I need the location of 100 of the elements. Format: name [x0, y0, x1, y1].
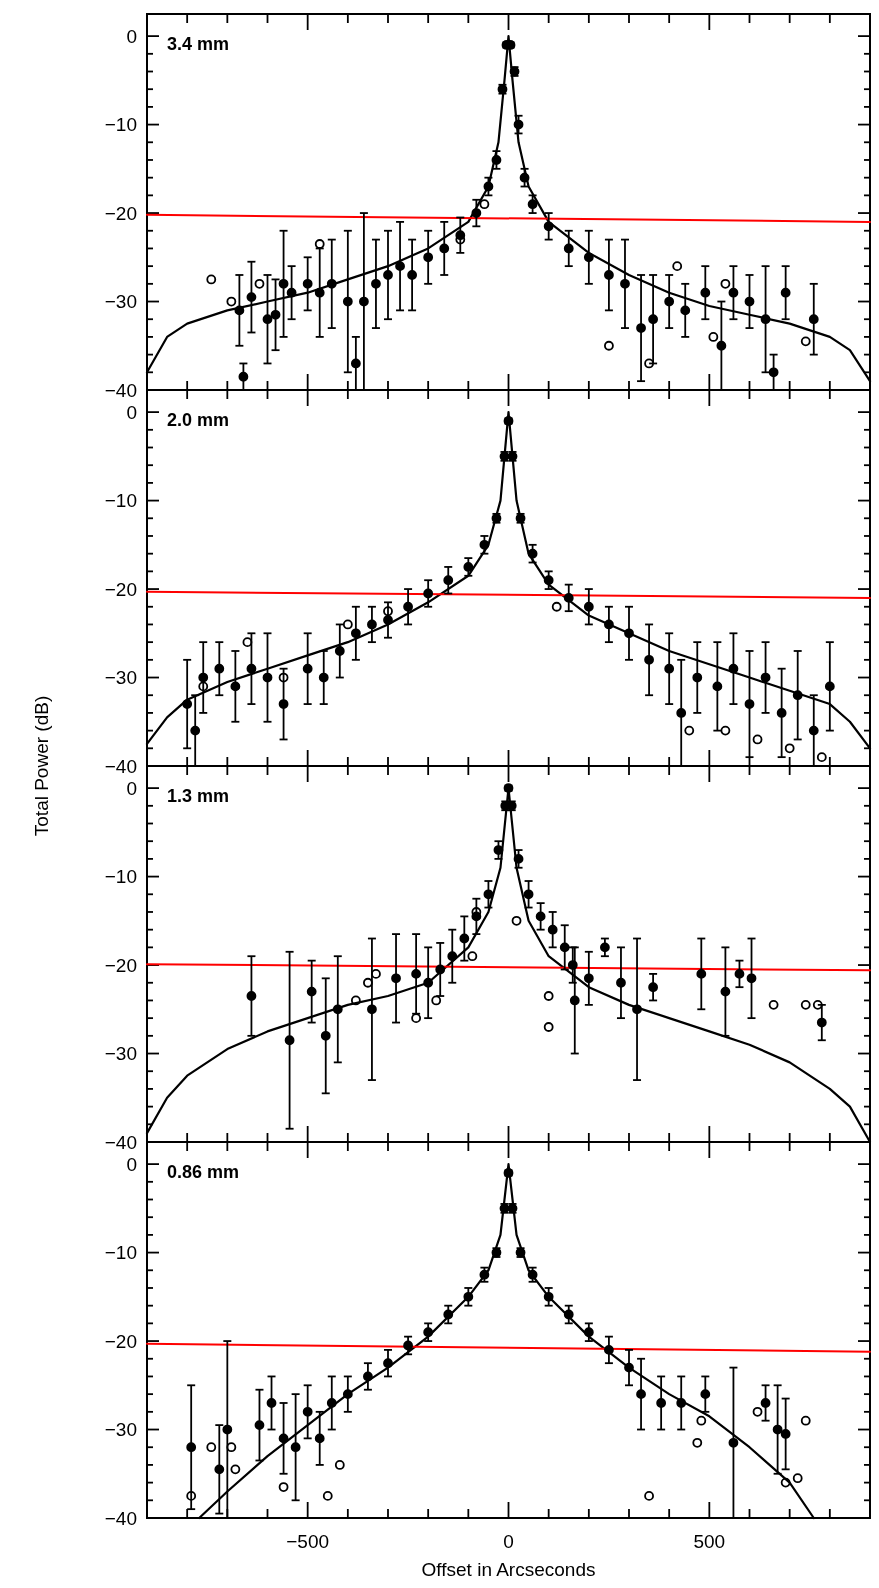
point: [772, 1424, 783, 1435]
point: [383, 615, 393, 625]
point: [800, 1415, 811, 1426]
point: [567, 960, 578, 970]
point: [435, 964, 446, 975]
point: [744, 296, 755, 307]
y-tick-label: −20: [104, 954, 137, 976]
point: [696, 1415, 707, 1426]
point: [471, 208, 482, 218]
text: 2.0 mm: [167, 410, 230, 430]
point: [692, 672, 703, 683]
point: [332, 1004, 343, 1015]
point: [230, 1464, 241, 1475]
point: [708, 332, 719, 342]
point: [423, 588, 434, 599]
point: [186, 1490, 197, 1501]
point: [604, 1345, 614, 1355]
point: [322, 1490, 333, 1501]
y-tick-label: −30: [104, 1043, 137, 1065]
point: [604, 270, 614, 280]
point: [367, 619, 377, 630]
point: [523, 889, 534, 900]
point: [254, 1420, 265, 1431]
point: [350, 358, 361, 369]
point: [664, 663, 675, 674]
point: [403, 1340, 413, 1351]
point: [527, 199, 538, 210]
point: [563, 243, 574, 254]
point: [222, 1424, 233, 1435]
point: [423, 252, 434, 263]
point: [720, 725, 731, 736]
point: [186, 1442, 197, 1453]
point: [395, 261, 405, 272]
point: [792, 690, 803, 701]
point: [350, 995, 361, 1006]
point: [391, 973, 401, 984]
point: [334, 1460, 345, 1470]
point: [768, 367, 779, 378]
point: [403, 601, 413, 612]
point: [712, 681, 723, 692]
point: [676, 708, 687, 718]
point: [644, 654, 654, 665]
point: [563, 593, 574, 603]
point: [463, 562, 474, 572]
point: [624, 628, 634, 639]
point: [290, 1442, 301, 1453]
point: [234, 305, 245, 316]
point: [198, 681, 209, 692]
point: [226, 1442, 237, 1453]
point: [214, 1464, 225, 1475]
point: [443, 1309, 454, 1320]
point: [359, 296, 369, 307]
point: [431, 995, 442, 1006]
point: [423, 1327, 434, 1338]
point: [672, 261, 683, 272]
text: 3.4 mm: [167, 34, 230, 54]
point: [644, 1490, 654, 1501]
point: [342, 619, 353, 630]
point: [262, 314, 273, 325]
y-tick-label: −40: [104, 1131, 137, 1153]
y-tick-label: 0: [126, 401, 137, 423]
point: [302, 1406, 313, 1417]
point: [543, 575, 554, 586]
point: [278, 1433, 289, 1444]
point: [527, 548, 538, 559]
point: [483, 889, 494, 900]
point: [543, 991, 554, 1001]
point: [226, 296, 237, 307]
y-tick-label: −20: [104, 1330, 137, 1352]
point: [459, 933, 470, 944]
point: [278, 672, 289, 683]
point: [620, 278, 630, 289]
point: [728, 287, 739, 298]
point: [636, 1389, 646, 1400]
x-tick-label: 0: [503, 1531, 514, 1552]
point: [780, 1429, 791, 1439]
point: [447, 951, 458, 962]
point: [648, 314, 658, 325]
point: [632, 1004, 642, 1015]
point: [816, 752, 827, 763]
point: [284, 1035, 295, 1046]
point: [278, 278, 289, 289]
point: [302, 663, 313, 674]
point: [559, 942, 570, 953]
point: [768, 999, 779, 1010]
point: [760, 1398, 771, 1408]
point: [314, 1433, 325, 1444]
point: [443, 575, 454, 586]
point: [407, 270, 417, 280]
y-tick-label: 0: [126, 25, 137, 47]
x-axis-title: Offset in Arcseconds: [421, 1559, 596, 1580]
point: [780, 1477, 791, 1488]
point: [808, 314, 819, 325]
point: [206, 1442, 217, 1453]
point: [746, 973, 757, 984]
point: [246, 292, 257, 303]
point: [824, 681, 835, 692]
point: [519, 172, 530, 183]
point: [624, 1362, 634, 1373]
point: [182, 699, 193, 709]
